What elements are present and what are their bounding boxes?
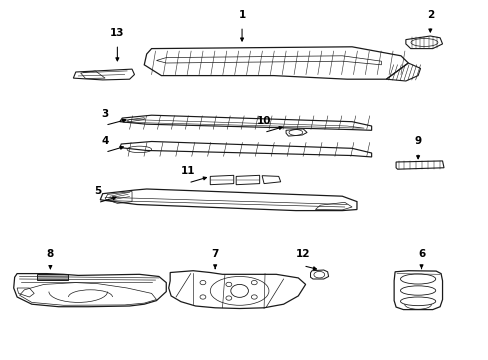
Text: 3: 3 [102, 109, 108, 119]
Text: 5: 5 [94, 186, 101, 196]
Text: 2: 2 [426, 10, 433, 20]
Text: 7: 7 [211, 249, 219, 259]
Text: 11: 11 [181, 166, 195, 176]
FancyBboxPatch shape [37, 274, 68, 280]
Text: 4: 4 [101, 136, 109, 146]
Text: 12: 12 [295, 249, 310, 259]
Text: 6: 6 [417, 249, 424, 259]
Text: 1: 1 [238, 10, 245, 20]
Text: 8: 8 [47, 249, 54, 259]
Text: 13: 13 [110, 28, 124, 38]
Text: 10: 10 [256, 116, 271, 126]
Text: 9: 9 [414, 136, 421, 146]
